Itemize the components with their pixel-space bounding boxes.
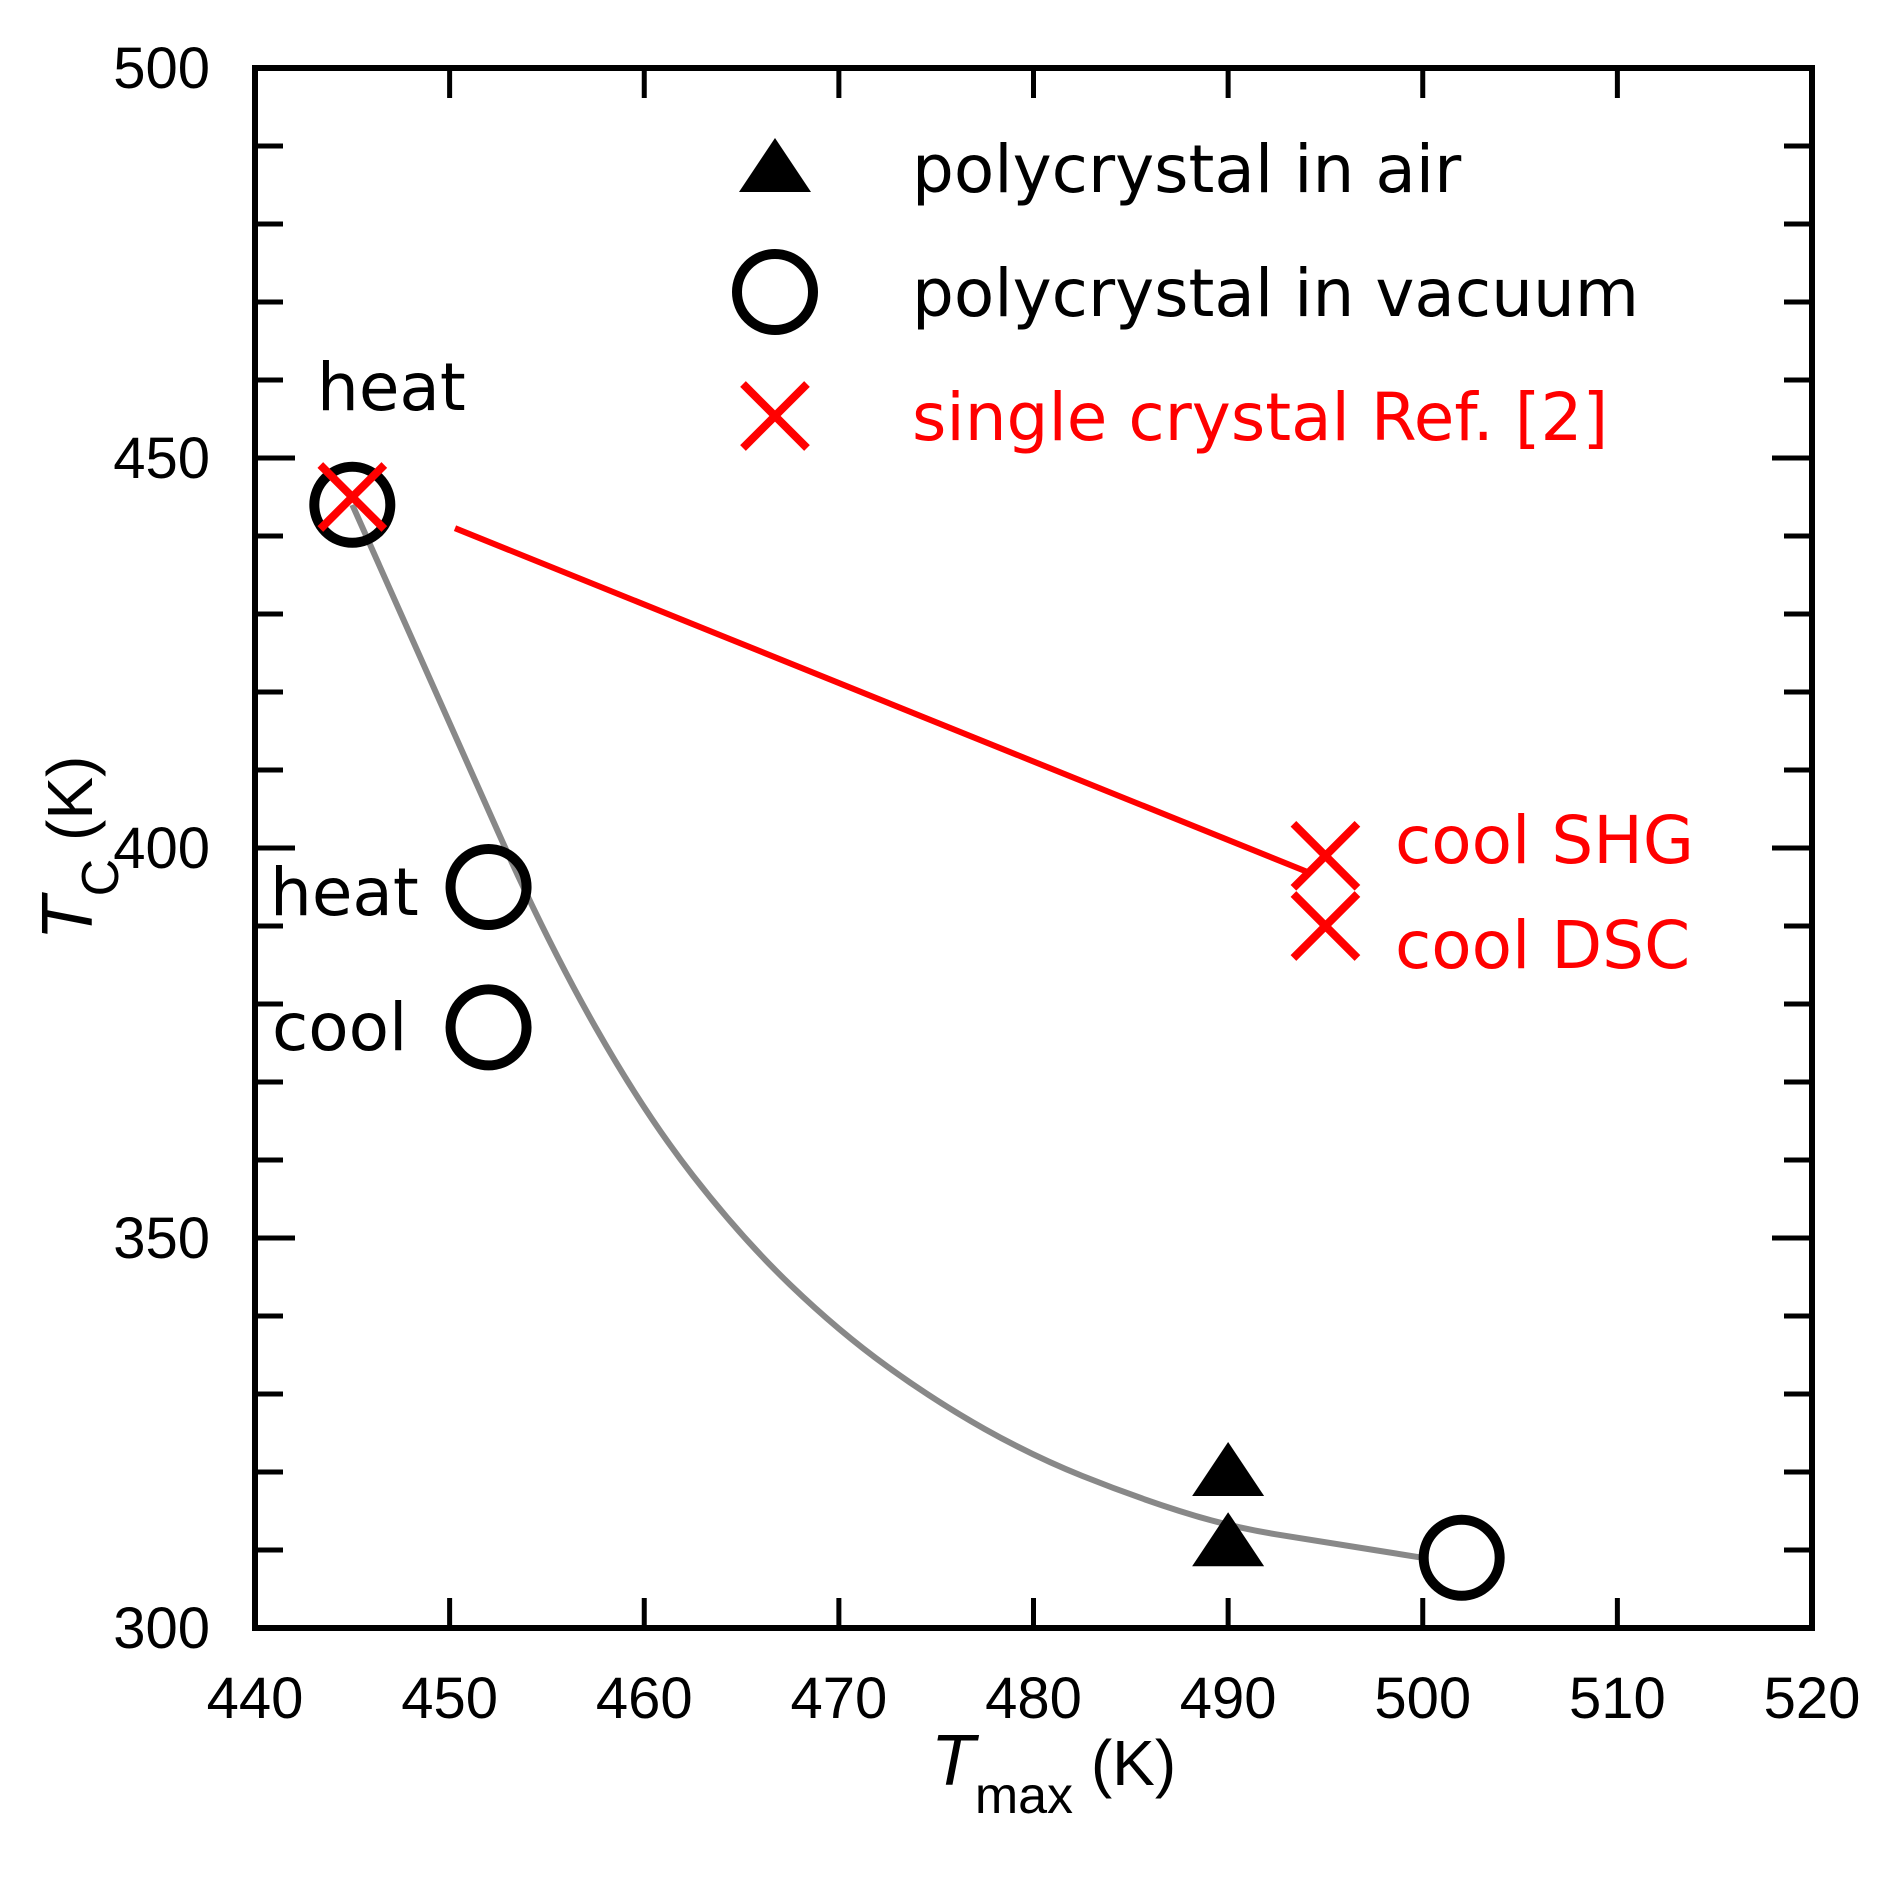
axis-titles: Tmax (K) TC (K) bbox=[28, 756, 1176, 1825]
y-axis-title: TC (K) bbox=[28, 756, 130, 941]
fit-curve bbox=[349, 503, 1424, 1561]
legend: polycrystal in air polycrystal in vacuum s… bbox=[732, 131, 1639, 456]
y-tick-label: 350 bbox=[113, 1206, 210, 1271]
data-point-x-stroke bbox=[317, 462, 388, 532]
legend-marker-open-circle bbox=[732, 249, 818, 335]
data-point-x bbox=[1290, 891, 1361, 961]
x-tick-label: 510 bbox=[1569, 1666, 1666, 1731]
legend-marker-x-stroke bbox=[740, 381, 810, 451]
data-point-open-circle bbox=[1418, 1514, 1505, 1601]
tick-labels: 440 450 460 470 480 490 500 510 520 300 350 400 450 5… bbox=[113, 36, 1860, 1731]
legend-label: single crystal Ref. [2] bbox=[912, 379, 1608, 456]
data-point-open-circle bbox=[445, 984, 532, 1071]
annotation-cool-dsc: cool DSC bbox=[1395, 907, 1690, 984]
y-tick-label: 500 bbox=[113, 36, 210, 101]
data-point-x-stroke bbox=[1290, 820, 1361, 891]
annotation-cool-mid: cool bbox=[272, 989, 407, 1066]
axis-ticks bbox=[252, 65, 1815, 1631]
legend-label: polycrystal in vacuum bbox=[912, 255, 1639, 332]
x-axis-title: Tmax (K) bbox=[931, 1721, 1176, 1825]
data-point-filled-triangle bbox=[1192, 1512, 1265, 1567]
annotation-cool-shg: cool SHG bbox=[1395, 802, 1694, 879]
x-tick-label: 480 bbox=[985, 1666, 1082, 1731]
x-tick-label: 470 bbox=[790, 1666, 887, 1731]
x-tick-label: 500 bbox=[1374, 1666, 1471, 1731]
x-tick-label: 440 bbox=[207, 1666, 304, 1731]
legend-marker-x bbox=[740, 381, 810, 451]
legend-marker-filled-triangle bbox=[739, 138, 811, 192]
x-tick-label: 490 bbox=[1180, 1666, 1277, 1731]
x-tick-label: 520 bbox=[1764, 1666, 1861, 1731]
annotation-heat-mid: heat bbox=[270, 854, 419, 931]
x-tick-label: 450 bbox=[401, 1666, 498, 1731]
data-point-x bbox=[317, 462, 388, 532]
data-points bbox=[309, 461, 1505, 1601]
x-tick-label: 460 bbox=[596, 1666, 693, 1731]
data-point-x-stroke bbox=[1290, 891, 1361, 961]
data-point-open-circle bbox=[309, 461, 396, 548]
data-point-filled-triangle bbox=[1192, 1442, 1265, 1496]
data-point-x bbox=[1290, 820, 1361, 891]
annotations: heat heat cool cool SHG cool DSC bbox=[270, 349, 1694, 1066]
red-guide-line bbox=[453, 525, 1308, 875]
y-tick-label: 450 bbox=[113, 426, 210, 491]
y-tick-label: 400 bbox=[113, 816, 210, 881]
curves bbox=[349, 503, 1424, 1561]
data-point-open-circle bbox=[445, 844, 532, 930]
annotation-heat-top: heat bbox=[317, 349, 466, 426]
legend-label: polycrystal in air bbox=[912, 131, 1462, 208]
y-tick-label: 300 bbox=[113, 1596, 210, 1661]
